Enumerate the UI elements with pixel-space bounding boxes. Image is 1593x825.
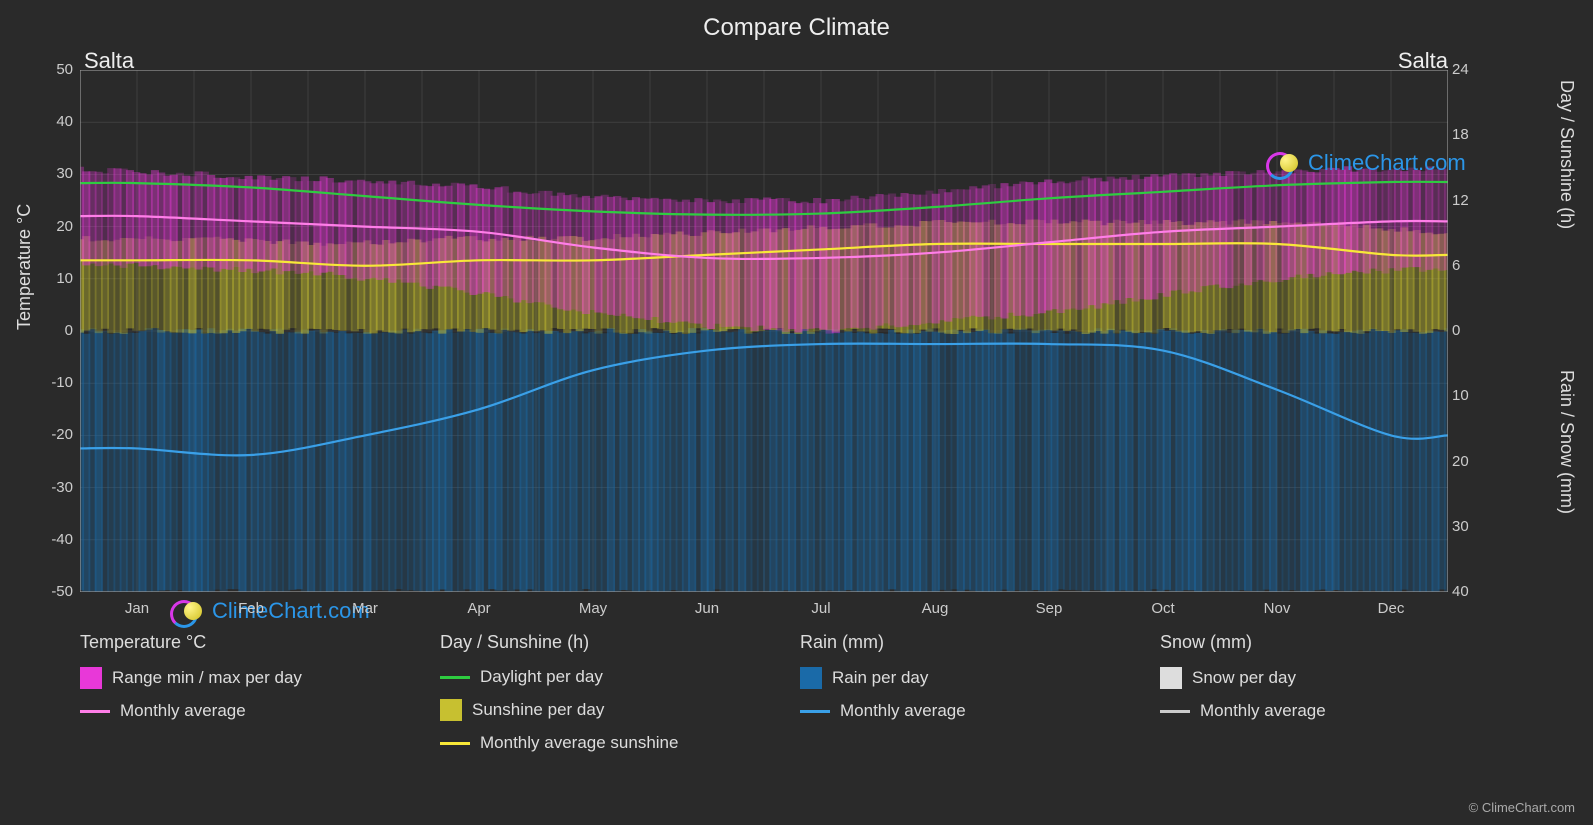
x-tick-month: Jul [791, 600, 851, 617]
legend-item: Rain per day [800, 667, 1140, 689]
x-tick-month: Jan [107, 600, 167, 617]
legend-label: Monthly average [840, 701, 966, 721]
y-right-tick-sun: 24 [1452, 61, 1492, 78]
climate-chart-svg [80, 70, 1448, 592]
legend-group-title: Temperature °C [80, 632, 420, 653]
legend-group: Rain (mm) Rain per day Monthly average [800, 632, 1160, 765]
legend-group-title: Rain (mm) [800, 632, 1140, 653]
legend-item: Daylight per day [440, 667, 780, 687]
legend-swatch [80, 667, 102, 689]
legend-item: Monthly average [80, 701, 420, 721]
legend-swatch [1160, 667, 1182, 689]
x-tick-month: Apr [449, 600, 509, 617]
y-axis-label-sunshine: Day / Sunshine (h) [1556, 80, 1577, 229]
y-left-tick: -30 [33, 479, 73, 496]
y-left-tick: 0 [33, 322, 73, 339]
x-tick-month: Sep [1019, 600, 1079, 617]
legend-item: Monthly average sunshine [440, 733, 780, 753]
y-left-tick: 10 [33, 270, 73, 287]
legend-swatch [440, 699, 462, 721]
legend-swatch [800, 667, 822, 689]
legend-item: Monthly average [800, 701, 1140, 721]
legend-label: Snow per day [1192, 668, 1296, 688]
y-left-tick: 20 [33, 218, 73, 235]
legend-swatch [800, 710, 830, 713]
x-tick-month: Jun [677, 600, 737, 617]
legend-swatch [440, 742, 470, 745]
y-left-tick: -10 [33, 374, 73, 391]
legend-swatch [440, 676, 470, 679]
y-right-tick-rain: 30 [1452, 518, 1492, 535]
y-right-tick-sun: 0 [1452, 322, 1492, 339]
watermark-logo-top: ClimeChart.com [1266, 150, 1466, 176]
legend-item: Monthly average [1160, 701, 1500, 721]
x-tick-month: Aug [905, 600, 965, 617]
legend-label: Monthly average [120, 701, 246, 721]
legend-swatch [80, 710, 110, 713]
legend-group: Snow (mm) Snow per day Monthly average [1160, 632, 1520, 765]
y-left-tick: -20 [33, 426, 73, 443]
legend-label: Range min / max per day [112, 668, 302, 688]
x-tick-month: Dec [1361, 600, 1421, 617]
x-tick-month: May [563, 600, 623, 617]
y-right-tick-rain: 40 [1452, 583, 1492, 600]
legend-group-title: Day / Sunshine (h) [440, 632, 780, 653]
legend-group-title: Snow (mm) [1160, 632, 1500, 653]
y-left-tick: 40 [33, 113, 73, 130]
logo-text: ClimeChart.com [1308, 150, 1466, 176]
y-right-tick-sun: 6 [1452, 257, 1492, 274]
y-right-tick-sun: 18 [1452, 126, 1492, 143]
legend-label: Daylight per day [480, 667, 603, 687]
legend-group: Day / Sunshine (h) Daylight per day Sunshi… [440, 632, 800, 765]
y-left-tick: -50 [33, 583, 73, 600]
legend-label: Sunshine per day [472, 700, 604, 720]
legend-item: Sunshine per day [440, 699, 780, 721]
legend-item: Range min / max per day [80, 667, 420, 689]
legend-label: Rain per day [832, 668, 928, 688]
legend-group: Temperature °C Range min / max per day Mon… [80, 632, 440, 765]
legend-swatch [1160, 710, 1190, 713]
y-left-tick: 50 [33, 61, 73, 78]
chart-legend: Temperature °C Range min / max per day Mon… [80, 632, 1520, 765]
plot-area [80, 70, 1448, 592]
x-tick-month: Nov [1247, 600, 1307, 617]
y-left-tick: -40 [33, 531, 73, 548]
x-tick-month: Oct [1133, 600, 1193, 617]
chart-title: Compare Climate [0, 0, 1593, 42]
copyright-text: © ClimeChart.com [1469, 800, 1575, 815]
y-left-tick: 30 [33, 165, 73, 182]
legend-label: Monthly average sunshine [480, 733, 678, 753]
x-tick-month: Feb [221, 600, 281, 617]
y-axis-label-rain: Rain / Snow (mm) [1556, 370, 1577, 514]
legend-label: Monthly average [1200, 701, 1326, 721]
logo-icon [1266, 152, 1302, 174]
legend-item: Snow per day [1160, 667, 1500, 689]
y-right-tick-rain: 10 [1452, 387, 1492, 404]
y-right-tick-rain: 20 [1452, 453, 1492, 470]
y-right-tick-sun: 12 [1452, 192, 1492, 209]
logo-icon [170, 600, 206, 622]
x-tick-month: Mar [335, 600, 395, 617]
y-axis-label-temperature: Temperature °C [14, 204, 35, 330]
